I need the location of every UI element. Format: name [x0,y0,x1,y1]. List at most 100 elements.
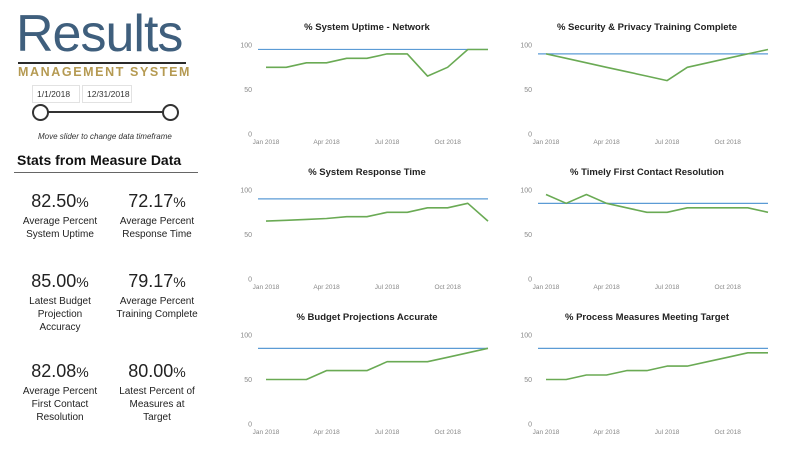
chart-training-complete[interactable]: % Security & Privacy Training Complete 0 5… [512,22,782,152]
stat-label-line: Measures at [129,399,185,410]
x-tick-label: Jan 2018 [253,139,280,146]
stat-label-line: Accuracy [39,322,81,333]
y-tick-label: 100 [240,333,252,340]
stat-value: 85.00 [31,271,77,291]
chart-title: % Security & Privacy Training Complete [556,22,738,33]
chart-title: % Timely First Contact Resolution [570,167,724,178]
date-slider-end-handle[interactable] [162,104,179,121]
y-tick-label: 0 [248,277,252,284]
stat-card: 72.17% Average Percent Response Time [109,190,205,241]
series-line [265,202,489,222]
x-tick-label: Jul 2018 [655,429,680,436]
y-tick-label: 50 [524,87,532,94]
y-tick-label: 0 [528,422,532,429]
y-tick-label: 100 [240,43,252,50]
chart-plot: 0 50 100 Jan 2018 Apr 2018 Jul 2018 Oct 2018 [520,43,769,146]
logo-divider [18,62,186,64]
y-tick-label: 50 [524,377,532,384]
x-tick-label: Jul 2018 [375,284,400,291]
end-date-input[interactable]: 12/31/2018 [82,85,132,103]
x-tick-label: Jul 2018 [655,284,680,291]
date-slider-track[interactable] [40,111,170,113]
x-tick-label: Jan 2018 [533,139,560,146]
chart-first-contact[interactable]: % Timely First Contact Resolution 0 50 100 J… [512,167,782,297]
chart-title: % Process Measures Meeting Target [564,312,730,323]
stat-unit: % [173,364,186,380]
x-tick-label: Oct 2018 [434,429,461,436]
stat-unit: % [76,194,89,210]
y-tick-label: 0 [248,422,252,429]
stat-value: 79.17 [128,271,174,291]
x-tick-label: Jan 2018 [533,429,560,436]
y-tick-label: 0 [248,132,252,139]
x-tick-label: Jan 2018 [253,429,280,436]
stat-card: 85.00% Latest Budget Projection Accuracy [12,270,108,334]
stat-unit: % [76,364,89,380]
stat-card: 79.17% Average Percent Training Complete [109,270,205,321]
stat-label-line: First Contact [31,399,89,410]
y-tick-label: 100 [520,43,532,50]
chart-plot: 0 50 100 Jan 2018 Apr 2018 Jul 2018 Oct 2018 [520,333,768,436]
chart-plot: 0 50 100 Jan 2018 Apr 2018 Jul 2018 Oct 2018 [520,188,769,291]
x-tick-label: Apr 2018 [593,429,620,436]
stat-label-line: Response Time [122,229,192,240]
chart-title: % System Uptime - Network [304,22,430,33]
y-tick-label: 50 [244,377,252,384]
chart-plot: 0 50 100 Jan 2018 Apr 2018 Jul 2018 Oct 2018 [240,188,489,291]
chart-plot: 0 50 100 Jan 2018 Apr 2018 Jul 2018 Oct 2018 [240,333,489,436]
stat-label-line: Average Percent [22,216,98,227]
x-tick-label: Apr 2018 [313,429,340,436]
stat-unit: % [76,274,89,290]
x-tick-label: Apr 2018 [593,284,620,291]
chart-system-uptime[interactable]: % System Uptime - Network 0 50 100 Jan 2018 A… [232,22,502,152]
chart-title: % Budget Projections Accurate [296,312,438,323]
stat-label-line: System Uptime [26,229,94,240]
stat-label-line: Latest Percent of [119,386,195,397]
series-line [546,351,768,381]
stat-value: 80.00 [128,361,174,381]
x-tick-label: Oct 2018 [714,284,741,291]
chart-title: % System Response Time [308,167,426,178]
stat-value: 72.17 [128,191,174,211]
stat-label-line: Resolution [36,412,84,423]
chart-response-time[interactable]: % System Response Time 0 50 100 Jan 2018 Apr … [232,167,502,297]
chart-plot: 0 50 100 Jan 2018 Apr 2018 Jul 2018 Oct 2018 [240,43,488,146]
x-tick-label: Jan 2018 [533,284,560,291]
stat-label-line: Target [143,412,171,423]
x-tick-label: Oct 2018 [714,429,741,436]
slider-instruction: Move slider to change data timeframe [38,132,172,141]
series-line [545,193,769,214]
x-tick-label: Oct 2018 [434,139,461,146]
x-tick-label: Apr 2018 [313,139,340,146]
y-tick-label: 100 [520,333,532,340]
y-tick-label: 0 [528,132,532,139]
stat-value: 82.50 [31,191,77,211]
stat-label-line: Projection [37,309,83,320]
logo-subtitle: MANAGEMENT SYSTEM [18,65,192,79]
stat-label-line: Average Percent [119,296,195,307]
date-slider-start-handle[interactable] [32,104,49,121]
series-line [266,48,488,77]
stat-card: 82.50% Average Percent System Uptime [12,190,108,241]
stat-card: 80.00% Latest Percent of Measures at Targe… [109,360,205,424]
y-tick-label: 100 [520,188,532,195]
stats-title: Stats from Measure Data [17,152,182,168]
x-tick-label: Jan 2018 [253,284,280,291]
stat-unit: % [173,194,186,210]
stat-unit: % [173,274,186,290]
stats-divider [14,172,198,173]
x-tick-label: Jul 2018 [375,139,400,146]
series-line [545,48,769,82]
x-tick-label: Oct 2018 [714,139,741,146]
x-tick-label: Jul 2018 [375,429,400,436]
chart-process-measures[interactable]: % Process Measures Meeting Target 0 50 100 J… [512,312,782,442]
x-tick-label: Apr 2018 [313,284,340,291]
x-tick-label: Jul 2018 [655,139,680,146]
start-date-input[interactable]: 1/1/2018 [32,85,80,103]
stat-label-line: Average Percent [119,216,195,227]
chart-budget-projections[interactable]: % Budget Projections Accurate 0 50 100 Jan 2… [232,312,502,442]
x-tick-label: Oct 2018 [434,284,461,291]
y-tick-label: 50 [244,87,252,94]
y-tick-label: 100 [240,188,252,195]
y-tick-label: 50 [244,232,252,239]
